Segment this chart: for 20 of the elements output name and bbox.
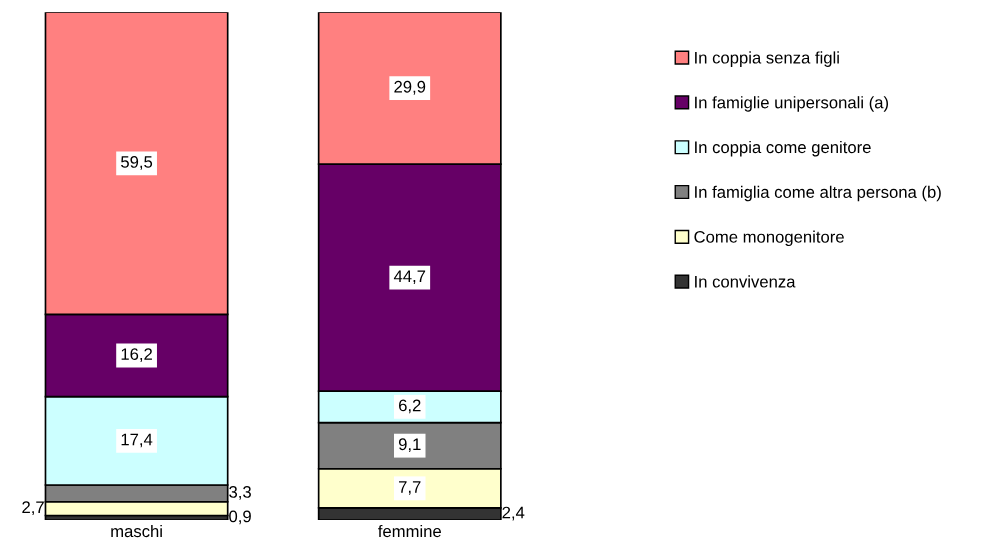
legend-label: In famiglie unipersonali (a)	[695, 96, 889, 112]
legend-label: Come monogenitore	[694, 230, 844, 247]
data-label: 16,2	[121, 348, 152, 362]
data-label: 2,7	[22, 501, 44, 516]
legend-label: In coppia come genitore	[695, 140, 871, 157]
data-label: 2,4	[502, 506, 525, 521]
data-label: 7,7	[399, 481, 421, 495]
legend-label: In convivenza	[695, 275, 796, 288]
data-label: 0,9	[229, 510, 251, 525]
data-label: 29,9	[394, 80, 426, 95]
data-label: 59,5	[121, 156, 153, 170]
x-tick-label: femmine	[378, 524, 441, 538]
data-label: 9,1	[398, 438, 421, 453]
data-label: 17,4	[121, 433, 153, 448]
data-label: 3,3	[229, 486, 251, 500]
x-tick-label: maschi	[111, 524, 162, 538]
legend-label: In famiglia come altra persona (b)	[695, 185, 941, 202]
data-label: 44,7	[393, 270, 426, 285]
data-label: 6,2	[399, 399, 421, 414]
legend-label: In coppia senza figli	[695, 51, 839, 67]
